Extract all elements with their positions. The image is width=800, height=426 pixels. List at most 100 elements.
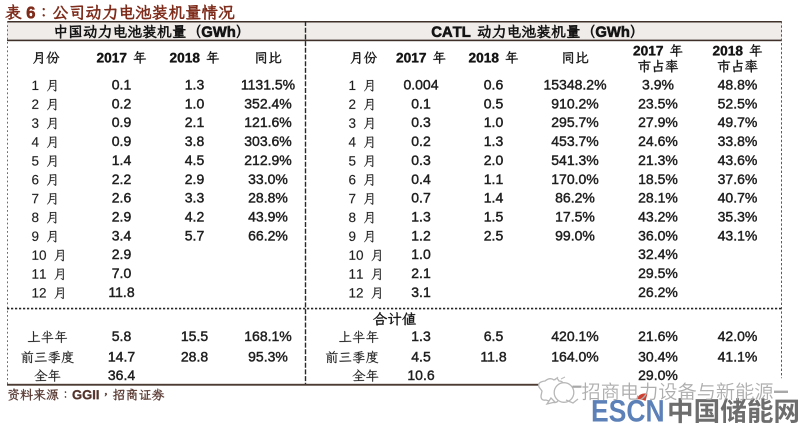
svg-text:43.2%: 43.2% — [638, 209, 678, 225]
svg-text:1.4: 1.4 — [112, 152, 132, 168]
svg-text:43.6%: 43.6% — [718, 152, 758, 168]
svg-text:0.1: 0.1 — [411, 95, 431, 111]
svg-text:3.9%: 3.9% — [642, 77, 674, 93]
svg-text:3.1: 3.1 — [411, 284, 431, 300]
svg-text:28.8%: 28.8% — [248, 190, 288, 206]
svg-text:1131.5%: 1131.5% — [241, 77, 295, 93]
svg-text:1.4: 1.4 — [484, 190, 504, 206]
svg-text:3.8: 3.8 — [185, 133, 205, 149]
svg-text:40.7%: 40.7% — [718, 190, 758, 206]
svg-text:4.2: 4.2 — [185, 209, 205, 225]
svg-text:36.4: 36.4 — [108, 367, 135, 383]
svg-text:3.4: 3.4 — [112, 227, 132, 243]
svg-text:21.6%: 21.6% — [638, 328, 678, 344]
svg-text:23.5%: 23.5% — [638, 95, 678, 111]
svg-text:17.5%: 17.5% — [555, 209, 595, 225]
svg-text:0.9: 0.9 — [112, 114, 132, 130]
svg-text:0.004: 0.004 — [403, 77, 438, 93]
svg-text:43.9%: 43.9% — [248, 209, 288, 225]
svg-text:1.5: 1.5 — [484, 209, 504, 225]
svg-text:14.7: 14.7 — [108, 348, 135, 364]
svg-text:3.3: 3.3 — [185, 190, 205, 206]
svg-text:10.6: 10.6 — [407, 367, 434, 383]
svg-text:95.3%: 95.3% — [248, 348, 288, 364]
svg-text:24.6%: 24.6% — [638, 133, 678, 149]
svg-text:33.8%: 33.8% — [718, 133, 758, 149]
svg-text:2.1: 2.1 — [411, 265, 431, 281]
svg-text:453.7%: 453.7% — [551, 133, 598, 149]
svg-text:2.9: 2.9 — [112, 246, 132, 262]
svg-text:0.5: 0.5 — [484, 95, 504, 111]
svg-text:295.7%: 295.7% — [551, 114, 598, 130]
svg-text:1.0: 1.0 — [484, 114, 504, 130]
svg-text:41.1%: 41.1% — [718, 348, 758, 364]
svg-text:4.5: 4.5 — [411, 348, 431, 364]
svg-text:420.1%: 420.1% — [551, 328, 598, 344]
svg-text:7.0: 7.0 — [112, 265, 132, 281]
svg-text:0.3: 0.3 — [411, 152, 431, 168]
svg-text:2.2: 2.2 — [112, 171, 132, 187]
svg-text:52.5%: 52.5% — [718, 95, 758, 111]
svg-text:28.1%: 28.1% — [638, 190, 678, 206]
svg-text:5.7: 5.7 — [185, 227, 205, 243]
svg-text:1.2: 1.2 — [411, 227, 431, 243]
svg-text:1.3: 1.3 — [484, 133, 504, 149]
svg-text:2.9: 2.9 — [185, 171, 205, 187]
svg-text:30.4%: 30.4% — [638, 348, 678, 364]
svg-text:1.3: 1.3 — [411, 209, 431, 225]
svg-text:21.3%: 21.3% — [638, 152, 678, 168]
svg-text:1.0: 1.0 — [185, 95, 205, 111]
svg-text:121.6%: 121.6% — [244, 114, 291, 130]
svg-text:2.5: 2.5 — [484, 227, 504, 243]
svg-text:2.9: 2.9 — [112, 209, 132, 225]
svg-text:36.0%: 36.0% — [638, 227, 678, 243]
svg-text:541.3%: 541.3% — [551, 152, 598, 168]
svg-text:15.5: 15.5 — [181, 328, 208, 344]
svg-text:11.8: 11.8 — [480, 348, 506, 364]
svg-text:42.0%: 42.0% — [718, 328, 758, 344]
svg-text:33.0%: 33.0% — [248, 171, 288, 187]
svg-text:1.3: 1.3 — [185, 77, 205, 93]
svg-text:2.0: 2.0 — [484, 152, 504, 168]
svg-text:32.4%: 32.4% — [638, 246, 678, 262]
svg-text:66.2%: 66.2% — [248, 227, 288, 243]
svg-text:28.8: 28.8 — [181, 348, 208, 364]
svg-text:2.1: 2.1 — [185, 114, 205, 130]
svg-text:43.1%: 43.1% — [718, 227, 758, 243]
svg-text:0.1: 0.1 — [112, 77, 132, 93]
svg-text:1.1: 1.1 — [484, 171, 504, 187]
svg-text:35.3%: 35.3% — [718, 209, 758, 225]
svg-text:0.2: 0.2 — [112, 95, 132, 111]
svg-text:303.6%: 303.6% — [244, 133, 291, 149]
svg-text:27.9%: 27.9% — [638, 114, 678, 130]
svg-text:26.2%: 26.2% — [638, 284, 678, 300]
svg-text:0.7: 0.7 — [411, 190, 431, 206]
svg-text:5.8: 5.8 — [112, 328, 132, 344]
svg-text:0.3: 0.3 — [411, 114, 431, 130]
svg-text:1.0: 1.0 — [411, 246, 431, 262]
svg-text:29.5%: 29.5% — [638, 265, 678, 281]
svg-text:0.6: 0.6 — [484, 77, 504, 93]
svg-text:18.5%: 18.5% — [638, 171, 678, 187]
svg-text:4.5: 4.5 — [185, 152, 205, 168]
svg-text:6.5: 6.5 — [484, 328, 504, 344]
svg-text:99.0%: 99.0% — [555, 227, 595, 243]
svg-text:352.4%: 352.4% — [244, 95, 291, 111]
svg-text:0.4: 0.4 — [411, 171, 431, 187]
svg-text:15348.2%: 15348.2% — [543, 77, 606, 93]
svg-text:212.9%: 212.9% — [244, 152, 291, 168]
svg-text:86.2%: 86.2% — [555, 190, 595, 206]
svg-text:2.6: 2.6 — [112, 190, 132, 206]
svg-text:1.3: 1.3 — [411, 328, 431, 344]
svg-text:164.0%: 164.0% — [551, 348, 598, 364]
svg-text:37.6%: 37.6% — [718, 171, 758, 187]
svg-text:11.8: 11.8 — [108, 284, 134, 300]
svg-text:0.2: 0.2 — [411, 133, 431, 149]
svg-text:0.9: 0.9 — [112, 133, 132, 149]
svg-text:48.8%: 48.8% — [718, 77, 758, 93]
svg-text:49.7%: 49.7% — [718, 114, 758, 130]
svg-text:168.1%: 168.1% — [244, 328, 291, 344]
svg-text:170.0%: 170.0% — [551, 171, 598, 187]
svg-text:29.0%: 29.0% — [638, 367, 678, 383]
svg-text:910.2%: 910.2% — [551, 95, 598, 111]
